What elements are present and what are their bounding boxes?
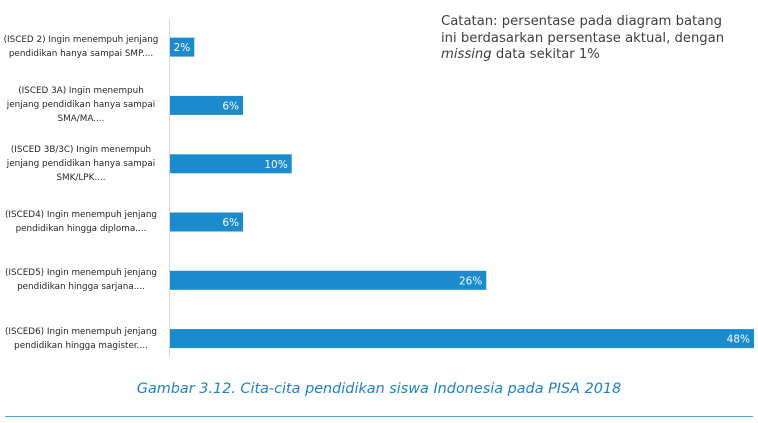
bar-5 [170,329,754,349]
bar-value-label-2: 10% [264,159,287,171]
category-label-5-line-0: (ISCED6) Ingin menempuh jenjang [5,326,157,337]
category-label-1-line-1: jenjang pendidikan hanya sampai [6,100,156,111]
figure-caption: Gambar 3.12. Cita-cita pendidikan siswa … [136,381,622,397]
category-label-3-line-1: pendidikan hingga diploma.... [15,224,147,234]
category-label-2-line-2: SMK/LPK.... [56,172,106,183]
category-label-3-line-0: (ISCED4) Ingin menempuh jenjang [5,210,157,220]
category-label-1-line-0: (ISCED 3A) Ingin menempuh [18,86,144,97]
note-line-2: ini berdasarkan persentase aktual, denga… [441,30,725,46]
bar-value-label-3: 6% [222,217,239,229]
bar-3 [170,212,243,232]
category-label-5: (ISCED6) Ingin menempuh jenjang pendidika… [0,325,162,353]
bars-group: 2% 6% 10% 6% 26% 48% [170,37,754,349]
category-label-0-line-0: (ISCED 2) Ingin menempuh jenjang [3,35,159,46]
bar-1 [170,95,243,115]
category-label-4-line-1: pendidikan hingga sarjana.... [17,282,145,293]
category-label-4-line-0: (ISCED5) Ingin menempuh jenjang [5,268,157,279]
bar-value-label-4: 26% [459,275,482,287]
category-label-0-line-1: pendidikan hanya sampai SMP.... [8,49,154,60]
category-label-4: (ISCED5) Ingin menempuh jenjang pendidika… [0,266,162,294]
note-line-3: missing data sekitar 1% [441,47,751,64]
note-missing-word: missing [441,47,492,62]
category-label-2: (ISCED 3B/3C) Ingin menempuh jenjang pend… [0,143,162,185]
caption-divider [5,416,753,417]
bar-4 [170,270,487,290]
category-label-3: (ISCED4) Ingin menempuh jenjang pendidika… [0,208,162,236]
bar-value-label-5: 48% [727,334,750,346]
bar-value-label-1: 6% [222,100,239,112]
category-label-2-line-1: jenjang pendidikan hanya sampai [6,158,156,169]
category-label-0: (ISCED 2) Ingin menempuh jenjang pendidik… [0,33,162,61]
chart-note: Catatan: persentase pada diagram batang … [441,14,751,64]
category-label-1: (ISCED 3A) Ingin menempuh jenjang pendidi… [0,84,162,126]
category-label-5-line-1: pendidikan hingga magister.... [14,340,148,351]
bar-chart: 2% 6% 10% 6% 26% 48% [169,18,754,358]
note-line-1: Catatan: persentase pada diagram batang [441,14,723,29]
category-label-2-line-0: (ISCED 3B/3C) Ingin menempuh [10,144,152,155]
bar-2 [170,154,292,174]
bar-0 [170,37,195,57]
category-label-1-line-2: SMA/MA.... [57,114,105,125]
bar-value-label-0: 2% [174,42,191,54]
note-line-3-rest: data sekitar 1% [491,47,600,62]
